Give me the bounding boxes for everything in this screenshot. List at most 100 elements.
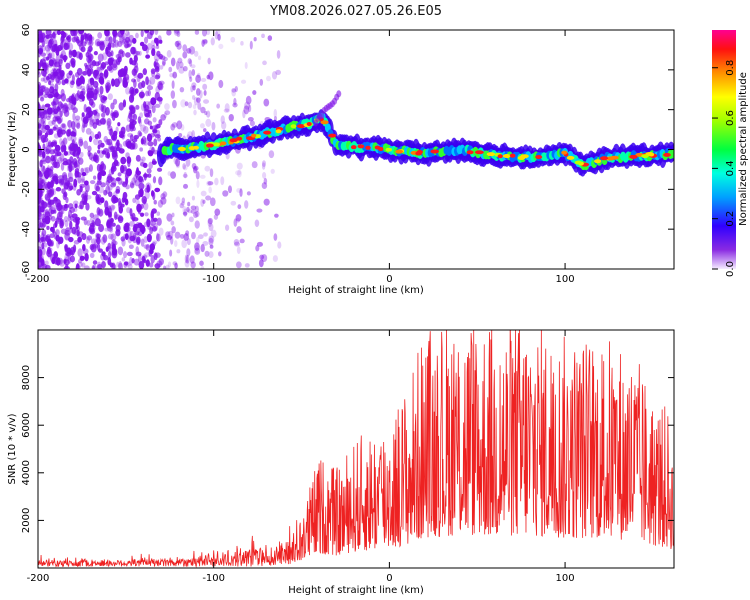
noise-cell — [186, 47, 192, 54]
noise-cell — [118, 131, 124, 136]
noise-cell — [131, 212, 136, 222]
noise-cell — [137, 231, 143, 237]
noise-cell — [159, 65, 164, 70]
noise-cell — [98, 248, 103, 253]
ridge-peak — [229, 138, 238, 143]
noise-cell — [76, 90, 81, 98]
noise-cell — [194, 242, 200, 251]
noise-cell — [85, 128, 92, 135]
noise-cell — [98, 93, 103, 98]
noise-cell — [45, 155, 50, 161]
noise-cell — [141, 156, 146, 162]
noise-cell — [220, 115, 225, 124]
noise-cell — [214, 177, 219, 186]
noise-cell — [233, 97, 237, 106]
noise-cell — [166, 234, 173, 241]
noise-cell — [74, 72, 80, 78]
spectrogram-panel: -200 -100 0 100 60 40 20 0 -20 -40 -60 Height of s… — [7, 24, 675, 296]
noise-cell — [40, 96, 45, 102]
noise-cell — [187, 101, 193, 109]
noise-cell — [105, 85, 110, 94]
noise-cell — [38, 182, 41, 189]
noise-cell — [57, 79, 62, 86]
noise-cell — [72, 217, 79, 223]
noise-cell — [96, 66, 101, 72]
noise-cell — [74, 115, 81, 121]
noise-cell — [156, 232, 160, 242]
noise-cell — [154, 103, 161, 108]
noise-cell — [117, 246, 124, 256]
noise-cell — [243, 105, 250, 115]
ridge-peak — [357, 144, 365, 149]
noise-cell — [136, 238, 141, 246]
noise-cell — [56, 46, 60, 53]
noise-cell — [122, 191, 128, 200]
noise-cell — [143, 137, 149, 146]
noise-cell — [196, 179, 200, 189]
noise-cell — [203, 232, 208, 237]
noise-cell — [142, 254, 148, 259]
noise-cell — [235, 261, 242, 269]
noise-cell — [65, 76, 70, 85]
noise-cell — [72, 107, 78, 114]
noise-cell — [258, 259, 264, 268]
noise-cell — [81, 112, 85, 118]
noise-cell — [133, 79, 137, 89]
noise-cell — [223, 108, 230, 113]
noise-cell — [156, 167, 163, 172]
noise-cell — [138, 182, 145, 190]
noise-cell — [179, 86, 185, 93]
noise-cell — [236, 188, 242, 193]
noise-cell — [123, 261, 129, 266]
noise-cell — [182, 211, 188, 216]
noise-cell — [45, 34, 52, 39]
noise-cell — [68, 163, 73, 173]
noise-cell — [174, 262, 178, 269]
noise-cell — [143, 172, 147, 181]
noise-cell — [40, 111, 45, 119]
noise-cell — [158, 119, 163, 126]
noise-cell — [88, 164, 93, 172]
noise-cell — [99, 40, 105, 46]
noise-cell — [237, 204, 242, 210]
ridge-peak — [600, 156, 609, 161]
y-tick-label: 0 — [21, 146, 32, 152]
noise-cell — [140, 103, 147, 112]
noise-cell — [129, 118, 135, 124]
noise-cell — [271, 70, 278, 80]
noise-cell — [132, 234, 138, 244]
noise-cell — [81, 90, 85, 96]
noise-cell — [135, 104, 140, 110]
x-tick-label: 100 — [556, 573, 575, 584]
noise-cell — [89, 119, 94, 128]
noise-cell — [89, 228, 96, 235]
noise-cell — [113, 196, 119, 204]
noise-cell — [115, 177, 121, 182]
noise-cell — [176, 249, 181, 254]
branch-cell — [336, 90, 342, 98]
noise-cell — [217, 33, 221, 41]
noise-cell — [62, 174, 68, 181]
noise-cell — [146, 31, 153, 40]
ridge-peak — [648, 152, 655, 157]
noise-cell — [171, 212, 175, 218]
noise-cell — [144, 36, 149, 44]
noise-cell — [182, 44, 188, 52]
noise-cell — [96, 207, 101, 216]
noise-cell — [273, 109, 278, 118]
noise-cell — [232, 102, 238, 108]
noise-cell — [69, 156, 74, 164]
noise-cell — [183, 208, 188, 218]
noise-cell — [63, 43, 69, 51]
noise-cell — [197, 234, 204, 240]
noise-cell — [144, 112, 151, 118]
noise-cell — [158, 176, 163, 186]
noise-cell — [93, 153, 97, 162]
noise-cell — [48, 59, 54, 67]
ridge-peak — [486, 152, 496, 157]
noise-cell — [55, 217, 62, 222]
noise-cell — [48, 128, 54, 135]
noise-cell — [120, 236, 126, 242]
noise-cell — [41, 124, 47, 134]
noise-cell — [189, 255, 195, 264]
